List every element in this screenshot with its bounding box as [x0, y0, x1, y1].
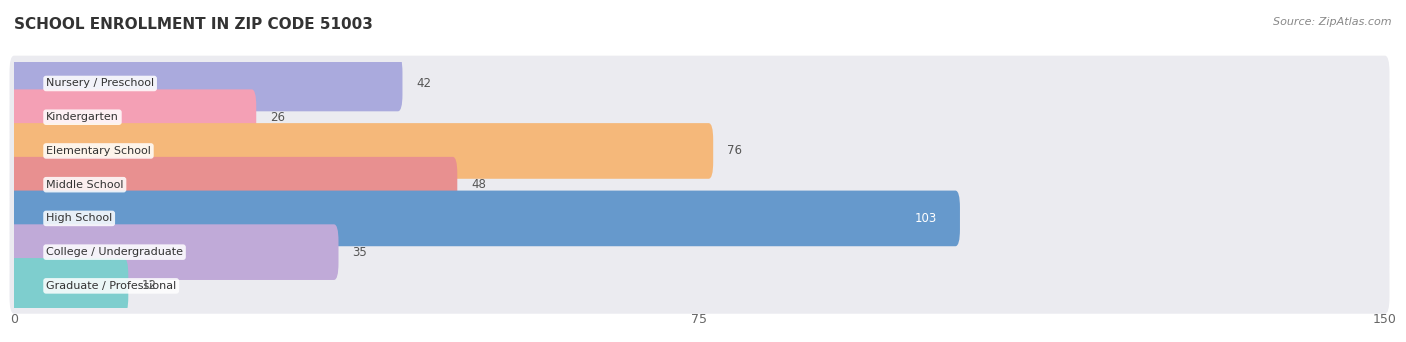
FancyBboxPatch shape	[10, 224, 339, 280]
FancyBboxPatch shape	[10, 258, 128, 314]
Text: 76: 76	[727, 144, 742, 157]
Text: SCHOOL ENROLLMENT IN ZIP CODE 51003: SCHOOL ENROLLMENT IN ZIP CODE 51003	[14, 17, 373, 32]
Text: 35: 35	[353, 246, 367, 259]
Text: Source: ZipAtlas.com: Source: ZipAtlas.com	[1274, 17, 1392, 27]
Text: High School: High School	[46, 213, 112, 223]
FancyBboxPatch shape	[10, 123, 713, 179]
FancyBboxPatch shape	[10, 157, 1389, 212]
Text: Kindergarten: Kindergarten	[46, 112, 120, 122]
Text: Elementary School: Elementary School	[46, 146, 150, 156]
FancyBboxPatch shape	[10, 224, 1389, 280]
Text: Middle School: Middle School	[46, 180, 124, 190]
Text: 42: 42	[416, 77, 432, 90]
Text: Graduate / Professional: Graduate / Professional	[46, 281, 176, 291]
FancyBboxPatch shape	[10, 89, 1389, 145]
Text: 48: 48	[471, 178, 486, 191]
Text: 12: 12	[142, 279, 157, 292]
FancyBboxPatch shape	[10, 157, 457, 212]
FancyBboxPatch shape	[10, 56, 402, 111]
FancyBboxPatch shape	[10, 190, 1389, 246]
FancyBboxPatch shape	[10, 89, 256, 145]
Text: 103: 103	[915, 212, 938, 225]
FancyBboxPatch shape	[10, 56, 1389, 111]
Text: 26: 26	[270, 111, 285, 124]
FancyBboxPatch shape	[10, 123, 1389, 179]
FancyBboxPatch shape	[10, 190, 960, 246]
Text: Nursery / Preschool: Nursery / Preschool	[46, 78, 155, 89]
Text: College / Undergraduate: College / Undergraduate	[46, 247, 183, 257]
FancyBboxPatch shape	[10, 258, 1389, 314]
